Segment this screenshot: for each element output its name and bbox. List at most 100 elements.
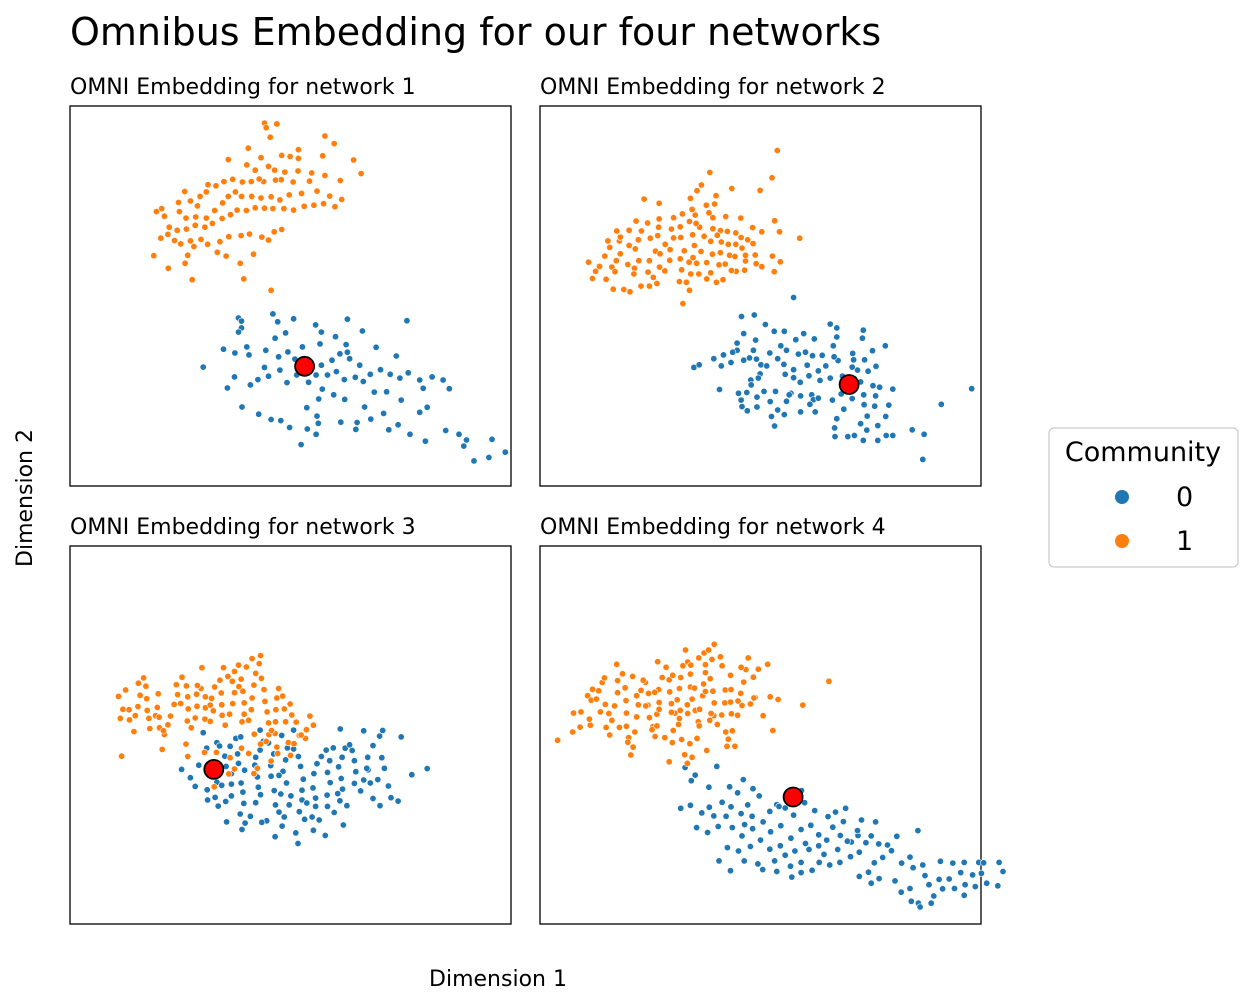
point-community-0 — [227, 792, 235, 800]
point-community-1 — [201, 748, 209, 756]
point-community-0 — [378, 754, 386, 762]
point-community-0 — [766, 845, 774, 853]
point-community-1 — [719, 276, 727, 284]
point-community-1 — [721, 699, 729, 707]
point-community-0 — [882, 412, 890, 420]
point-community-0 — [893, 832, 901, 840]
point-community-0 — [386, 370, 394, 378]
point-community-0 — [260, 363, 268, 371]
point-community-0 — [428, 373, 436, 381]
point-community-1 — [190, 243, 198, 251]
point-community-1 — [691, 211, 699, 219]
point-community-1 — [182, 740, 190, 748]
point-community-1 — [732, 240, 740, 248]
point-community-0 — [776, 842, 784, 850]
point-community-1 — [768, 174, 776, 182]
point-community-0 — [860, 391, 868, 399]
point-community-1 — [186, 237, 194, 245]
point-community-1 — [731, 742, 739, 750]
point-community-1 — [769, 726, 777, 734]
point-community-1 — [181, 188, 189, 196]
point-community-0 — [303, 425, 311, 433]
point-community-1 — [278, 151, 286, 159]
point-community-1 — [759, 712, 767, 720]
point-community-1 — [357, 170, 365, 178]
point-community-0 — [727, 803, 735, 811]
point-community-0 — [872, 392, 880, 400]
point-community-0 — [801, 348, 809, 356]
point-community-1 — [271, 176, 279, 184]
point-community-1 — [242, 663, 250, 671]
point-community-0 — [844, 433, 852, 441]
point-community-1 — [687, 661, 695, 669]
point-community-1 — [749, 673, 757, 681]
point-community-1 — [278, 226, 286, 234]
point-community-0 — [897, 888, 905, 896]
point-community-1 — [245, 716, 253, 724]
point-community-1 — [734, 697, 742, 705]
point-community-1 — [724, 735, 732, 743]
point-community-1 — [238, 192, 246, 200]
point-community-1 — [595, 262, 603, 270]
point-community-1 — [756, 186, 764, 194]
point-community-0 — [749, 825, 757, 833]
point-community-1 — [656, 250, 664, 258]
point-community-1 — [186, 197, 194, 205]
point-community-0 — [501, 448, 509, 456]
point-community-1 — [669, 726, 677, 734]
point-community-1 — [651, 688, 659, 696]
point-community-1 — [245, 749, 253, 757]
point-community-0 — [994, 882, 1002, 890]
point-community-1 — [585, 715, 593, 723]
point-community-1 — [750, 694, 758, 702]
point-community-0 — [766, 349, 774, 357]
point-community-0 — [927, 899, 935, 907]
point-community-1 — [142, 682, 150, 690]
point-community-0 — [264, 372, 272, 380]
point-community-1 — [596, 708, 604, 716]
point-community-1 — [679, 662, 687, 670]
point-community-1 — [146, 725, 154, 733]
point-community-0 — [859, 326, 867, 334]
point-community-1 — [218, 701, 226, 709]
point-community-0 — [859, 436, 867, 444]
point-community-0 — [949, 859, 957, 867]
point-community-0 — [323, 802, 331, 810]
point-community-0 — [919, 861, 927, 869]
point-community-1 — [716, 653, 724, 661]
point-community-1 — [774, 695, 782, 703]
point-community-0 — [713, 762, 721, 770]
legend-title: Community — [1065, 437, 1221, 468]
point-community-1 — [690, 684, 698, 692]
point-community-0 — [855, 872, 863, 880]
point-community-1 — [326, 192, 334, 200]
point-community-0 — [335, 763, 343, 771]
point-community-1 — [661, 267, 669, 275]
point-community-0 — [790, 366, 798, 374]
point-community-0 — [810, 335, 818, 343]
point-community-1 — [271, 718, 279, 726]
point-community-1 — [250, 250, 258, 258]
point-community-1 — [616, 250, 624, 258]
point-community-1 — [237, 232, 245, 240]
point-community-0 — [274, 318, 282, 326]
point-community-1 — [588, 685, 596, 693]
point-community-1 — [231, 667, 239, 675]
x-axis-label: Dimension 1 — [429, 967, 567, 992]
point-community-1 — [713, 720, 721, 728]
point-community-1 — [713, 231, 721, 239]
point-community-1 — [677, 673, 685, 681]
point-community-1 — [226, 754, 234, 762]
point-community-1 — [718, 711, 726, 719]
point-community-0 — [360, 776, 368, 784]
point-community-1 — [666, 246, 674, 254]
point-community-0 — [753, 393, 761, 401]
point-community-1 — [229, 700, 237, 708]
point-community-0 — [864, 868, 872, 876]
point-community-0 — [199, 363, 207, 371]
point-community-1 — [225, 233, 233, 241]
point-community-0 — [766, 807, 774, 815]
point-community-1 — [297, 731, 305, 739]
point-community-1 — [164, 230, 172, 238]
point-community-0 — [722, 812, 730, 820]
